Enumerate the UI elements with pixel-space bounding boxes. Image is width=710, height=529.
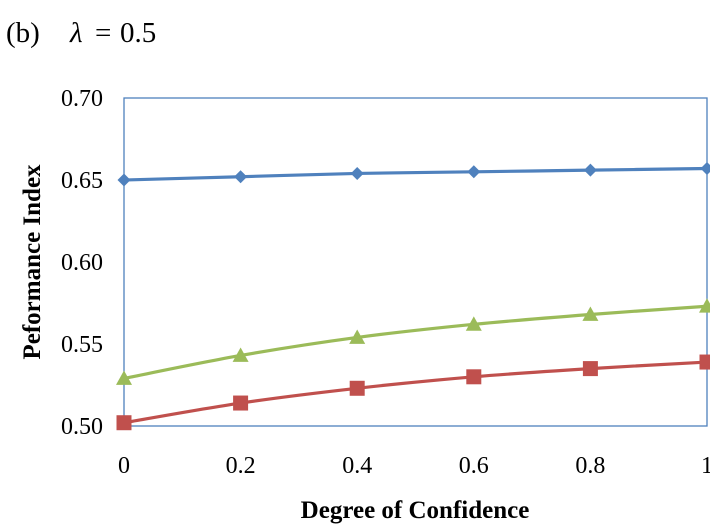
x-tick-label: 0.8 bbox=[575, 453, 605, 479]
chart-caption: (b) λ = 0.5 bbox=[6, 17, 156, 49]
data-point-square bbox=[466, 369, 482, 385]
y-axis-title: Peformance Index bbox=[19, 164, 46, 360]
data-point-triangle bbox=[116, 370, 132, 385]
data-point-diamond bbox=[583, 163, 597, 177]
data-point-diamond bbox=[467, 165, 481, 179]
data-point-square bbox=[233, 395, 249, 411]
plot-area-border bbox=[123, 97, 708, 427]
series-layer bbox=[116, 162, 710, 431]
data-point-triangle bbox=[465, 316, 482, 331]
y-tick-label: 0.60 bbox=[61, 250, 103, 276]
y-tick-label: 0.65 bbox=[61, 168, 103, 194]
data-point-diamond bbox=[234, 170, 248, 184]
x-tick-label: 0 bbox=[118, 453, 130, 479]
data-point-triangle bbox=[349, 329, 366, 344]
y-tick-label: 0.70 bbox=[61, 86, 103, 112]
caption-equals: = bbox=[95, 17, 111, 49]
data-point-diamond bbox=[350, 166, 364, 180]
series-3 bbox=[116, 298, 710, 385]
data-point-square bbox=[699, 354, 710, 370]
x-tick-label: 1 bbox=[701, 453, 710, 479]
data-point-square bbox=[349, 380, 365, 396]
y-axis-tick-labels: 0.50 0.55 0.60 0.65 0.70 bbox=[61, 86, 103, 440]
x-tick-label: 0.4 bbox=[342, 453, 372, 479]
data-point-triangle bbox=[232, 347, 249, 362]
x-tick-label: 0.2 bbox=[226, 453, 256, 479]
x-axis-title: Degree of Confidence bbox=[301, 497, 530, 524]
x-tick-label: 0.6 bbox=[459, 453, 489, 479]
caption-lambda-symbol: λ bbox=[69, 17, 83, 49]
data-point-square bbox=[116, 415, 132, 431]
data-point-diamond bbox=[117, 173, 131, 187]
series-3-line bbox=[123, 304, 708, 381]
series-2-line bbox=[123, 360, 708, 425]
series-1-line bbox=[123, 166, 708, 182]
y-tick-label: 0.50 bbox=[61, 414, 103, 440]
data-point-triangle bbox=[582, 306, 599, 321]
y-tick-label: 0.55 bbox=[61, 332, 103, 358]
data-point-diamond bbox=[700, 162, 710, 176]
data-point-triangle bbox=[699, 298, 710, 313]
data-point-square bbox=[582, 361, 598, 377]
x-axis-tick-labels: 0 0.2 0.4 0.6 0.8 1 bbox=[118, 453, 710, 479]
series-2 bbox=[116, 354, 710, 431]
caption-value: 0.5 bbox=[120, 17, 156, 49]
series-1 bbox=[117, 162, 710, 187]
caption-prefix: (b) bbox=[6, 17, 40, 49]
